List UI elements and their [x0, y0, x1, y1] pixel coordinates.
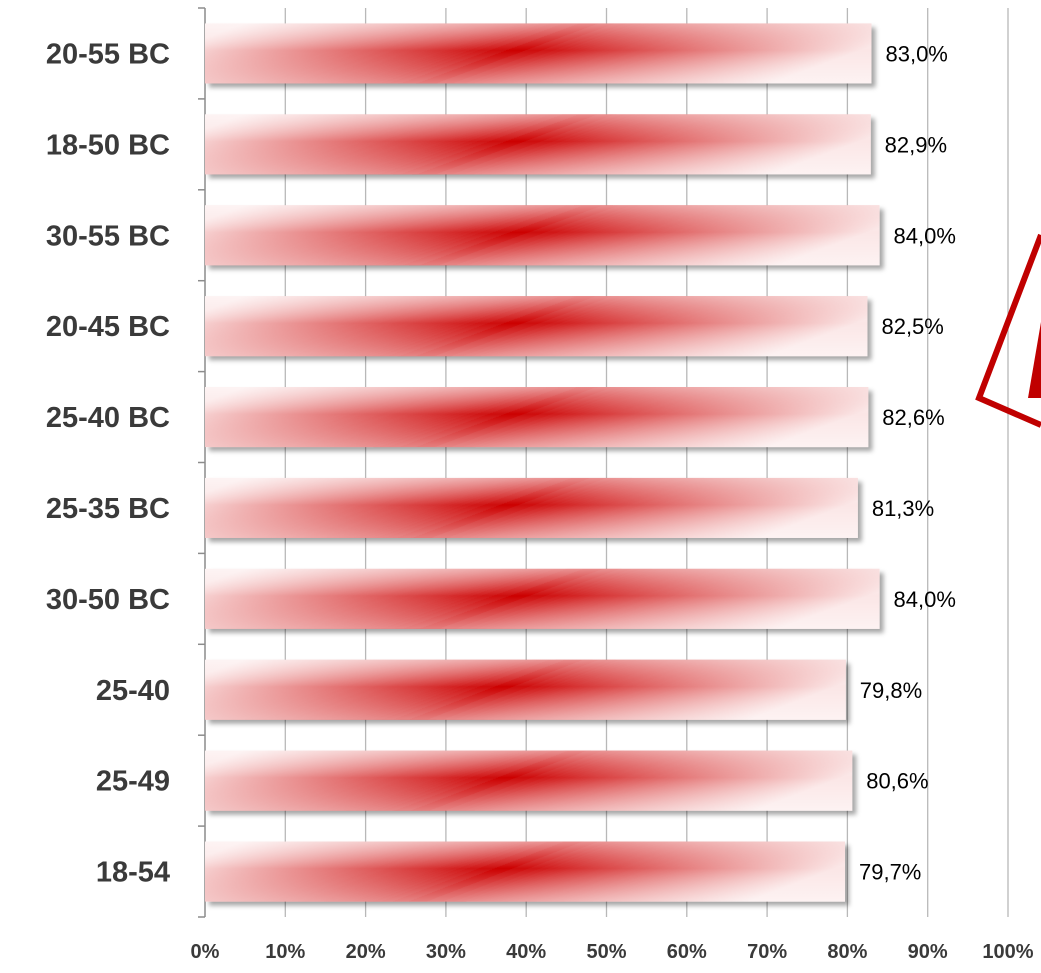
data-label: 84,0% — [894, 587, 956, 612]
bar-highlight — [205, 750, 853, 811]
x-tick-label: 90% — [908, 941, 948, 963]
category-labels: 20-55 BC 18-50 BC 30-55 BC 20-45 BC 25-40 BC… — [46, 38, 170, 888]
category-label: 25-49 — [96, 766, 170, 798]
x-tick-label: 70% — [747, 941, 787, 963]
data-labels: 83,0% 82,9% 84,0% 82,5% 82,6% 81,3% 84,0% 79,8%… — [859, 41, 956, 884]
x-tick-label: 80% — [827, 941, 867, 963]
category-label: 20-45 BC — [46, 311, 170, 343]
bar-highlight — [205, 205, 880, 266]
bar-highlight — [205, 841, 845, 902]
bar-highlight — [205, 387, 869, 448]
category-label: 25-40 BC — [46, 402, 170, 434]
data-label: 82,9% — [885, 132, 947, 157]
data-label: 83,0% — [885, 41, 947, 66]
data-label: 81,3% — [872, 496, 934, 521]
bars — [205, 23, 880, 902]
x-tick-label: 30% — [426, 941, 466, 963]
category-label: 18-54 — [96, 857, 170, 889]
x-tick-labels: 0% 10% 20% 30% 40% 50% 60% 70% 80% 90% 100% — [191, 941, 1034, 963]
category-label: 20-55 BC — [46, 38, 170, 70]
x-tick-label: 10% — [265, 941, 305, 963]
data-label: 84,0% — [894, 223, 956, 248]
warning-triangle-icon — [975, 233, 1041, 428]
category-label: 25-35 BC — [46, 493, 170, 525]
data-label: 82,6% — [882, 405, 944, 430]
data-label: 79,8% — [860, 678, 922, 703]
bar-highlight — [205, 114, 871, 175]
category-label: 30-55 BC — [46, 220, 170, 252]
bar-highlight — [205, 659, 846, 720]
x-tick-label: 0% — [191, 941, 220, 963]
x-tick-label: 100% — [982, 941, 1033, 963]
category-axis — [198, 7, 206, 918]
data-label: 82,5% — [881, 314, 943, 339]
bar-highlight — [205, 296, 868, 357]
bar-highlight — [205, 23, 872, 84]
category-label: 30-50 BC — [46, 584, 170, 616]
bar-highlight — [205, 477, 858, 538]
data-label: 79,7% — [859, 860, 921, 885]
x-tick-label: 40% — [506, 941, 546, 963]
data-label: 80,6% — [866, 769, 928, 794]
category-label: 25-40 — [96, 675, 170, 707]
x-tick-label: 50% — [586, 941, 626, 963]
x-tick-label: 20% — [346, 941, 386, 963]
category-label: 18-50 BC — [46, 129, 170, 161]
x-tick-label: 60% — [667, 941, 707, 963]
bar-highlight — [205, 568, 880, 629]
